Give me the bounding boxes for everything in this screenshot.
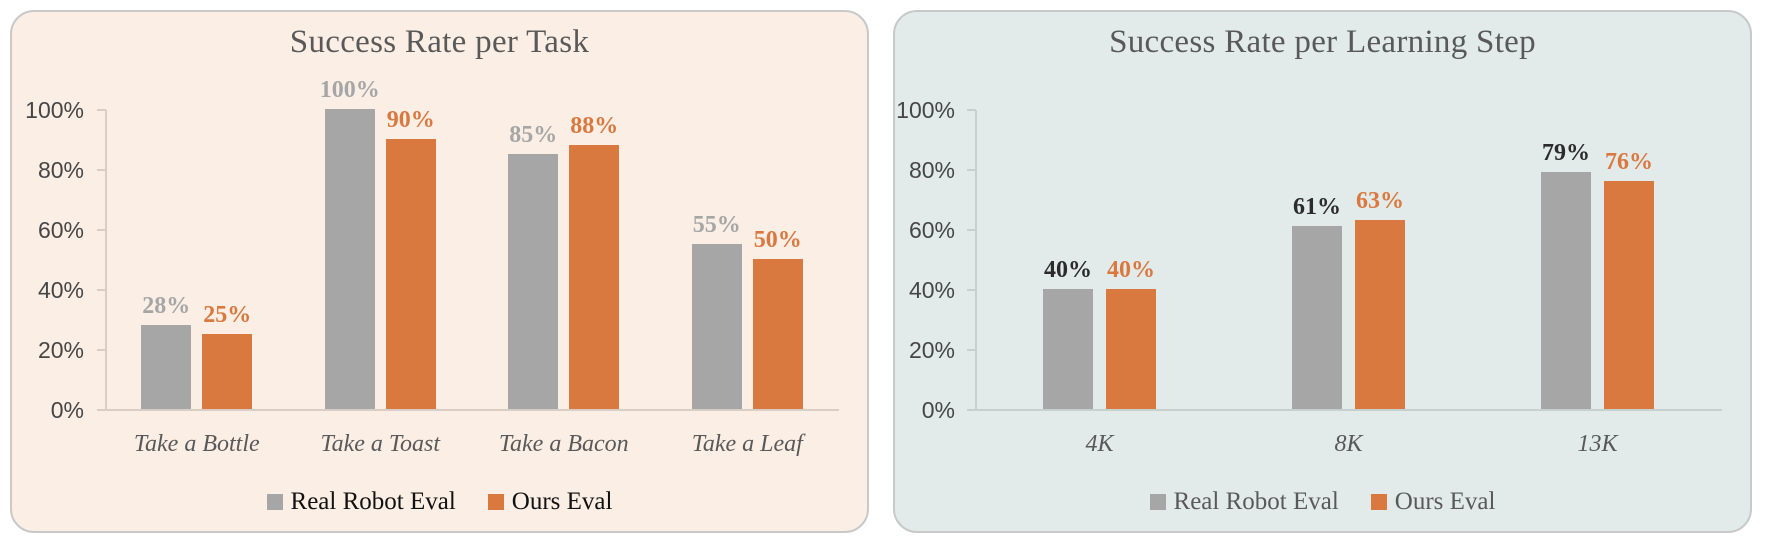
bar-pair: 28% 25% (105, 109, 289, 409)
legend-swatch-icon (1370, 494, 1387, 510)
bar-real-robot-eval: 61% (1292, 194, 1342, 409)
bar-value-label: 76% (1605, 149, 1653, 175)
bar-value-label: 88% (570, 113, 619, 139)
y-axis-label: 100% (25, 97, 84, 123)
plot-area: 28% 25% Take a Bottle 100% 90% Take a To… (105, 77, 840, 457)
bar-value-label: 63% (1356, 188, 1404, 214)
bar-value-label: 55% (692, 212, 741, 238)
bar-ours-eval: 76% (1604, 149, 1654, 409)
y-axis-line (975, 110, 977, 410)
bar-group: 40% 40% 4K (975, 109, 1224, 457)
y-axis-label: 40% (37, 277, 84, 303)
bar-pair: 61% 63% (1224, 109, 1473, 409)
bar-pair: 40% 40% (975, 109, 1224, 409)
bar-ours-eval: 25% (202, 302, 253, 409)
legend-swatch-icon (266, 494, 283, 510)
bar-group: 100% 90% Take a Toast (289, 77, 473, 457)
bar-group: 28% 25% Take a Bottle (105, 109, 289, 457)
legend-label: Real Robot Eval (1173, 488, 1339, 515)
bar-value-label: 40% (1107, 257, 1155, 283)
legend-swatch-icon (487, 494, 504, 510)
y-axis-tick (97, 169, 106, 171)
legend-item-ours-eval: Ours Eval (1370, 488, 1496, 516)
bar-value-label: 25% (203, 302, 252, 328)
y-axis-label: 0% (921, 397, 955, 423)
legend-label: Ours Eval (1394, 488, 1496, 515)
bar-real-robot-eval: 40% (1043, 257, 1093, 409)
y-axis-line (105, 110, 107, 410)
y-axis-tick (967, 289, 976, 291)
category-label: 13K (1577, 431, 1618, 457)
bar-pair: 55% 50% (656, 109, 840, 409)
bar-pair: 100% 90% (289, 77, 473, 409)
plot-area: 40% 40% 4K 61% 63% 8K 79% (975, 109, 1722, 457)
legend-item-real-robot-eval: Real Robot Eval (266, 488, 456, 516)
x-axis-line (105, 409, 839, 411)
y-axis-label: 20% (37, 337, 84, 363)
bar-real-robot-eval: 55% (691, 212, 742, 409)
bar-real-robot-eval: 100% (320, 77, 380, 409)
bar-group: 55% 50% Take a Leaf (656, 109, 840, 457)
bar-value-label: 28% (142, 293, 191, 319)
bar-value-label: 90% (386, 107, 435, 133)
chart-title: Success Rate per Task (289, 24, 590, 60)
category-label: Take a Bacon (498, 431, 629, 457)
y-axis-label: 80% (908, 157, 955, 183)
bar-real-robot-eval: 85% (508, 122, 559, 409)
y-axis-label: 60% (908, 217, 955, 243)
bar-ours-eval: 40% (1106, 257, 1156, 409)
y-axis-tick (967, 409, 976, 411)
bar-ours-eval: 88% (569, 113, 620, 409)
chart-title: Success Rate per Learning Step (1109, 24, 1536, 60)
bar-ours-eval: 63% (1355, 188, 1405, 409)
y-axis-tick (97, 349, 106, 351)
category-label: Take a Toast (320, 431, 441, 457)
bar-pair: 79% 76% (1473, 109, 1722, 409)
y-axis-label: 100% (896, 97, 955, 123)
category-label: Take a Bottle (133, 431, 260, 457)
category-label: 4K (1085, 431, 1114, 457)
bar-group: 85% 88% Take a Bacon (472, 109, 656, 457)
x-axis-line (975, 409, 1722, 411)
y-axis-tick (97, 289, 106, 291)
y-axis-label: 20% (908, 337, 955, 363)
bar-value-label: 50% (753, 227, 802, 253)
y-axis-label: 80% (37, 157, 84, 183)
y-axis-tick (97, 109, 106, 111)
y-axis-label: 40% (908, 277, 955, 303)
bar-group: 79% 76% 13K (1473, 109, 1722, 457)
bar-value-label: 79% (1542, 140, 1590, 166)
legend-label: Real Robot Eval (290, 488, 456, 515)
y-axis-label: 60% (37, 217, 84, 243)
legend: Real Robot Eval Ours Eval (895, 488, 1750, 516)
y-axis-tick (967, 169, 976, 171)
bar-ours-eval: 50% (752, 227, 803, 409)
y-axis-label: 0% (50, 397, 84, 423)
legend: Real Robot Eval Ours Eval (12, 488, 867, 516)
bar-real-robot-eval: 79% (1541, 140, 1591, 409)
legend-item-real-robot-eval: Real Robot Eval (1149, 488, 1339, 516)
bar-value-label: 40% (1044, 257, 1092, 283)
bar-value-label: 100% (319, 77, 380, 103)
y-axis-tick (97, 229, 106, 231)
bar-ours-eval: 90% (385, 107, 436, 409)
legend-swatch-icon (1149, 494, 1166, 510)
legend-label: Ours Eval (511, 488, 613, 515)
bar-pair: 85% 88% (472, 109, 656, 409)
bar-group: 61% 63% 8K (1224, 109, 1473, 457)
legend-item-ours-eval: Ours Eval (487, 488, 613, 516)
bar-real-robot-eval: 28% (141, 293, 192, 409)
panel-success-rate-per-task: Success Rate per Task 100% 80% 60% 40% 2… (10, 10, 869, 533)
y-axis-tick (967, 229, 976, 231)
category-label: 8K (1334, 431, 1363, 457)
y-axis-tick (967, 109, 976, 111)
panel-success-rate-per-learning-step: Success Rate per Learning Step 100% 80% … (893, 10, 1752, 533)
y-axis-tick (97, 409, 106, 411)
bar-value-label: 85% (509, 122, 558, 148)
y-axis-tick (967, 349, 976, 351)
bar-value-label: 61% (1293, 194, 1341, 220)
category-label: Take a Leaf (691, 431, 803, 457)
